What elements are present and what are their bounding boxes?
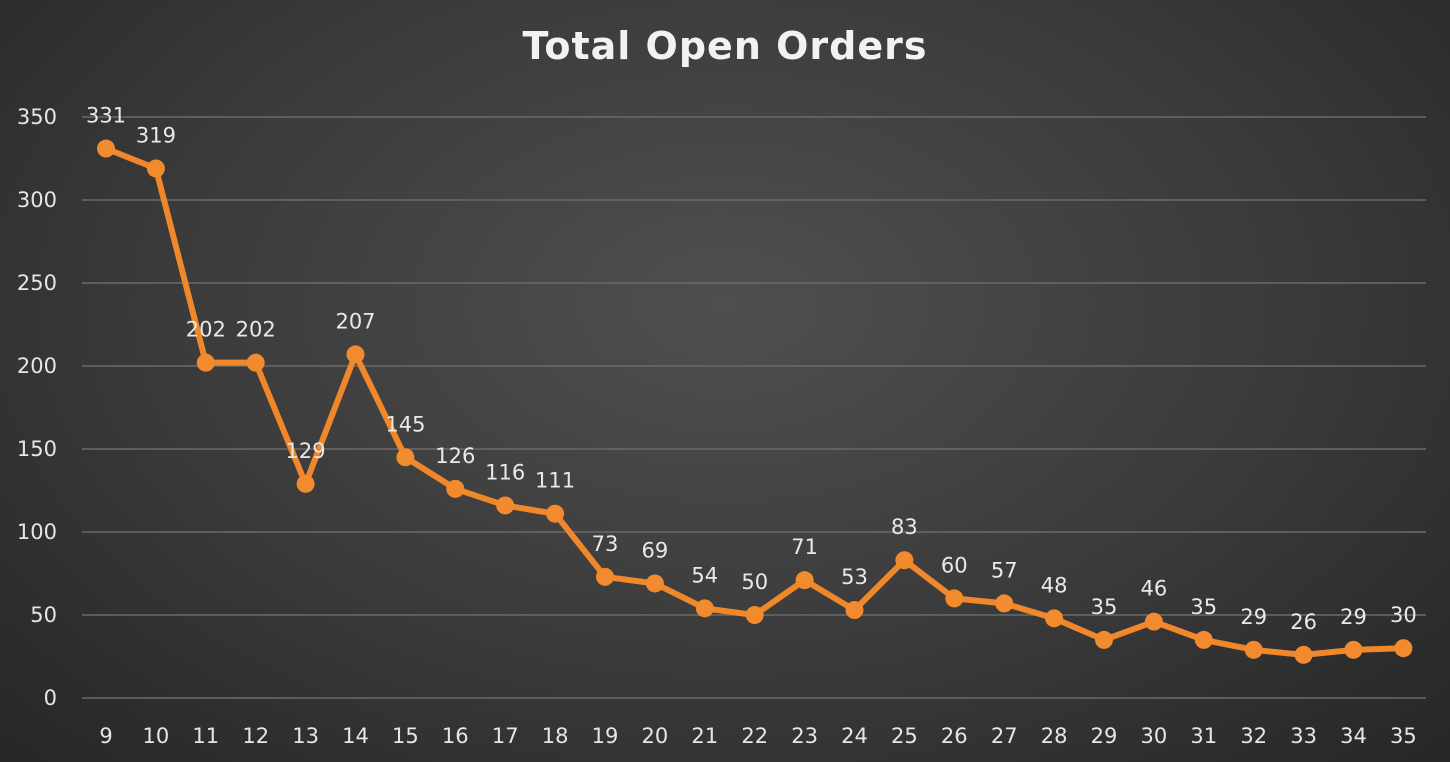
data-label: 83	[891, 515, 918, 539]
data-point	[1144, 612, 1163, 631]
data-point	[146, 159, 165, 178]
data-point	[1095, 630, 1113, 649]
data-point	[596, 567, 614, 586]
x-tick-label: 28	[1041, 724, 1068, 748]
x-tick-label: 34	[1340, 724, 1367, 748]
data-point	[446, 479, 465, 498]
data-label: 35	[1190, 595, 1217, 619]
data-point	[795, 571, 814, 590]
data-label: 126	[435, 444, 475, 468]
x-tick-label: 30	[1141, 724, 1168, 748]
data-point	[196, 353, 215, 372]
data-point	[645, 574, 664, 593]
x-tick-label: 35	[1390, 724, 1417, 748]
data-label: 69	[642, 538, 669, 562]
data-label: 29	[1240, 605, 1267, 629]
data-label: 60	[941, 553, 968, 577]
data-label: 48	[1041, 573, 1068, 597]
data-label: 71	[791, 535, 818, 559]
data-label: 54	[691, 563, 718, 587]
x-tick-label: 25	[891, 724, 918, 748]
data-point	[496, 496, 515, 515]
y-axis-tick-labels: 0 50 100 150 200 250 300 350	[17, 105, 57, 710]
data-label: 46	[1141, 577, 1168, 601]
data-point	[995, 594, 1014, 613]
x-tick-label: 31	[1190, 724, 1217, 748]
data-point	[1394, 639, 1413, 658]
data-point	[745, 606, 764, 624]
data-point	[845, 601, 864, 620]
x-tick-label: 9	[99, 724, 112, 748]
x-tick-label: 20	[642, 724, 669, 748]
y-tick-label: 150	[17, 437, 57, 461]
y-tick-label: 300	[17, 188, 57, 212]
x-tick-label: 22	[741, 724, 768, 748]
data-point	[296, 474, 315, 493]
data-labels: 331 319 202 202 129 207 145 126 116 111 73 69 54 50 71…	[86, 104, 1417, 634]
data-point	[1344, 640, 1363, 659]
data-label: 111	[535, 469, 575, 493]
data-point	[396, 448, 415, 467]
x-tick-label: 13	[292, 724, 319, 748]
data-point	[1045, 609, 1064, 628]
data-point	[246, 353, 265, 372]
y-tick-label: 200	[17, 354, 57, 378]
y-tick-label: 100	[17, 520, 57, 544]
data-label: 53	[841, 565, 868, 589]
data-point	[1294, 645, 1313, 664]
data-point	[1244, 640, 1263, 659]
x-tick-label: 26	[941, 724, 968, 748]
x-tick-label: 33	[1290, 724, 1317, 748]
x-tick-label: 10	[143, 724, 170, 748]
data-label: 29	[1340, 605, 1367, 629]
x-tick-label: 19	[592, 724, 619, 748]
data-label: 145	[385, 412, 425, 436]
x-tick-label: 15	[392, 724, 419, 748]
data-label: 50	[741, 570, 768, 594]
data-label: 331	[86, 104, 126, 128]
x-tick-label: 12	[242, 724, 269, 748]
y-tick-label: 250	[17, 271, 57, 295]
data-label: 207	[335, 309, 375, 333]
data-label: 202	[186, 318, 226, 342]
x-axis-tick-labels: 9 10 11 12 13 14 15 16 17 18 19 20 21 22 23 24 25 26 27 28 2…	[99, 724, 1416, 748]
x-tick-label: 21	[691, 724, 718, 748]
data-point	[695, 599, 714, 618]
x-tick-label: 29	[1091, 724, 1118, 748]
chart-title: Total Open Orders	[522, 24, 928, 68]
y-tick-label: 0	[44, 686, 57, 710]
x-tick-label: 14	[342, 724, 369, 748]
data-label: 35	[1091, 595, 1118, 619]
data-point	[346, 345, 365, 364]
x-tick-label: 32	[1240, 724, 1267, 748]
x-tick-label: 11	[192, 724, 219, 748]
data-label: 116	[485, 460, 525, 484]
data-point	[1194, 630, 1213, 649]
data-label: 57	[991, 558, 1018, 582]
data-point	[945, 589, 964, 608]
data-label: 73	[592, 532, 619, 556]
x-tick-label: 16	[442, 724, 469, 748]
series-markers	[97, 139, 1413, 664]
x-tick-label: 24	[841, 724, 868, 748]
x-tick-label: 18	[542, 724, 569, 748]
x-tick-label: 23	[791, 724, 818, 748]
data-label: 26	[1290, 610, 1317, 634]
x-tick-label: 27	[991, 724, 1018, 748]
data-label: 319	[136, 123, 176, 147]
data-point	[895, 551, 914, 570]
x-tick-label: 17	[492, 724, 519, 748]
data-label: 30	[1390, 603, 1417, 627]
data-point	[97, 139, 115, 158]
y-tick-label: 350	[17, 105, 57, 129]
y-tick-label: 50	[30, 603, 57, 627]
data-label: 202	[236, 318, 276, 342]
data-label: 129	[286, 439, 326, 463]
data-point	[546, 504, 565, 523]
